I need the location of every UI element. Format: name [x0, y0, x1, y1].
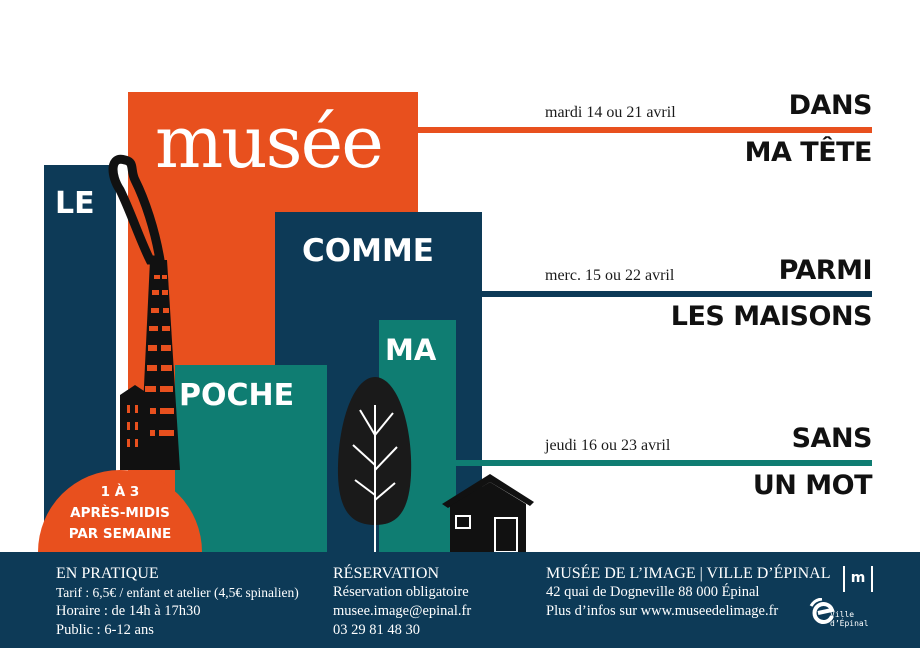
musee-address: 42 quai de Dogneville 88 000 Épinal	[546, 584, 760, 600]
reservation-line: Réservation obligatoire	[333, 584, 469, 600]
teal-poche-block	[175, 365, 327, 552]
reservation-heading: RÉSERVATION	[333, 565, 439, 582]
session-1-date: mardi 14 ou 21 avril	[545, 104, 676, 121]
badge-line-3: PAR SEMAINE	[68, 526, 172, 542]
musee-heading: MUSÉE DE L’IMAGE | VILLE D’ÉPINAL	[546, 565, 831, 582]
word-ma: MA	[385, 333, 437, 367]
city-logo: Ville d’Épinal	[808, 597, 878, 632]
tree-illustration	[337, 377, 412, 552]
reservation-phone[interactable]: 03 29 81 48 30	[333, 622, 420, 638]
session-3-title-2: UN MOT	[752, 470, 873, 501]
pratique-tarif: Tarif : 6,5€ / enfant et atelier (4,5€ s…	[56, 585, 299, 600]
session-3-title-1: SANS	[791, 423, 873, 454]
chimney-illustration	[108, 154, 180, 470]
session-line-navy	[482, 291, 872, 297]
word-comme: COMME	[302, 233, 434, 269]
badge-line-2: APRÈS-MIDIS	[70, 505, 170, 521]
footer: EN PRATIQUE Tarif : 6,5€ / enfant et ate…	[0, 552, 920, 648]
musee-infos[interactable]: Plus d’infos sur www.museedelimage.fr	[546, 603, 779, 619]
footer-pratique: EN PRATIQUE Tarif : 6,5€ / enfant et ate…	[56, 564, 299, 640]
reservation-email[interactable]: musee.image@epinal.fr	[333, 603, 472, 619]
pratique-public: Public : 6-12 ans	[56, 622, 154, 638]
session-1-title-1: DANS	[788, 90, 873, 121]
footer-reservation: RÉSERVATION Réservation obligatoire muse…	[333, 564, 471, 640]
word-poche: POCHE	[179, 378, 295, 413]
session-2-title-2: LES MAISONS	[670, 301, 873, 332]
city-logo-e-icon	[809, 597, 835, 624]
session-2-title-1: PARMI	[778, 255, 873, 286]
pratique-horaire: Horaire : de 14h à 17h30	[56, 603, 201, 619]
session-2-date: merc. 15 ou 22 avril	[545, 267, 675, 284]
museum-logo: m	[843, 566, 873, 592]
badge-text: 1 À 3 APRÈS-MIDIS PAR SEMAINE	[38, 482, 202, 545]
pratique-heading: EN PRATIQUE	[56, 565, 159, 582]
word-musee: musée	[155, 100, 384, 184]
footer-musee: MUSÉE DE L’IMAGE | VILLE D’ÉPINAL 42 qua…	[546, 564, 831, 621]
badge-line-1: 1 À 3	[100, 484, 140, 500]
word-le: LE	[55, 186, 95, 221]
session-3-date: jeudi 16 ou 23 avril	[545, 437, 671, 454]
session-line-teal	[456, 460, 872, 466]
museum-logo-letter: m	[850, 570, 866, 586]
session-1-title-2: MA TÊTE	[744, 137, 873, 168]
city-logo-text: Ville d’Épinal	[830, 610, 869, 628]
session-line-orange	[418, 127, 872, 133]
house-illustration	[442, 474, 534, 552]
